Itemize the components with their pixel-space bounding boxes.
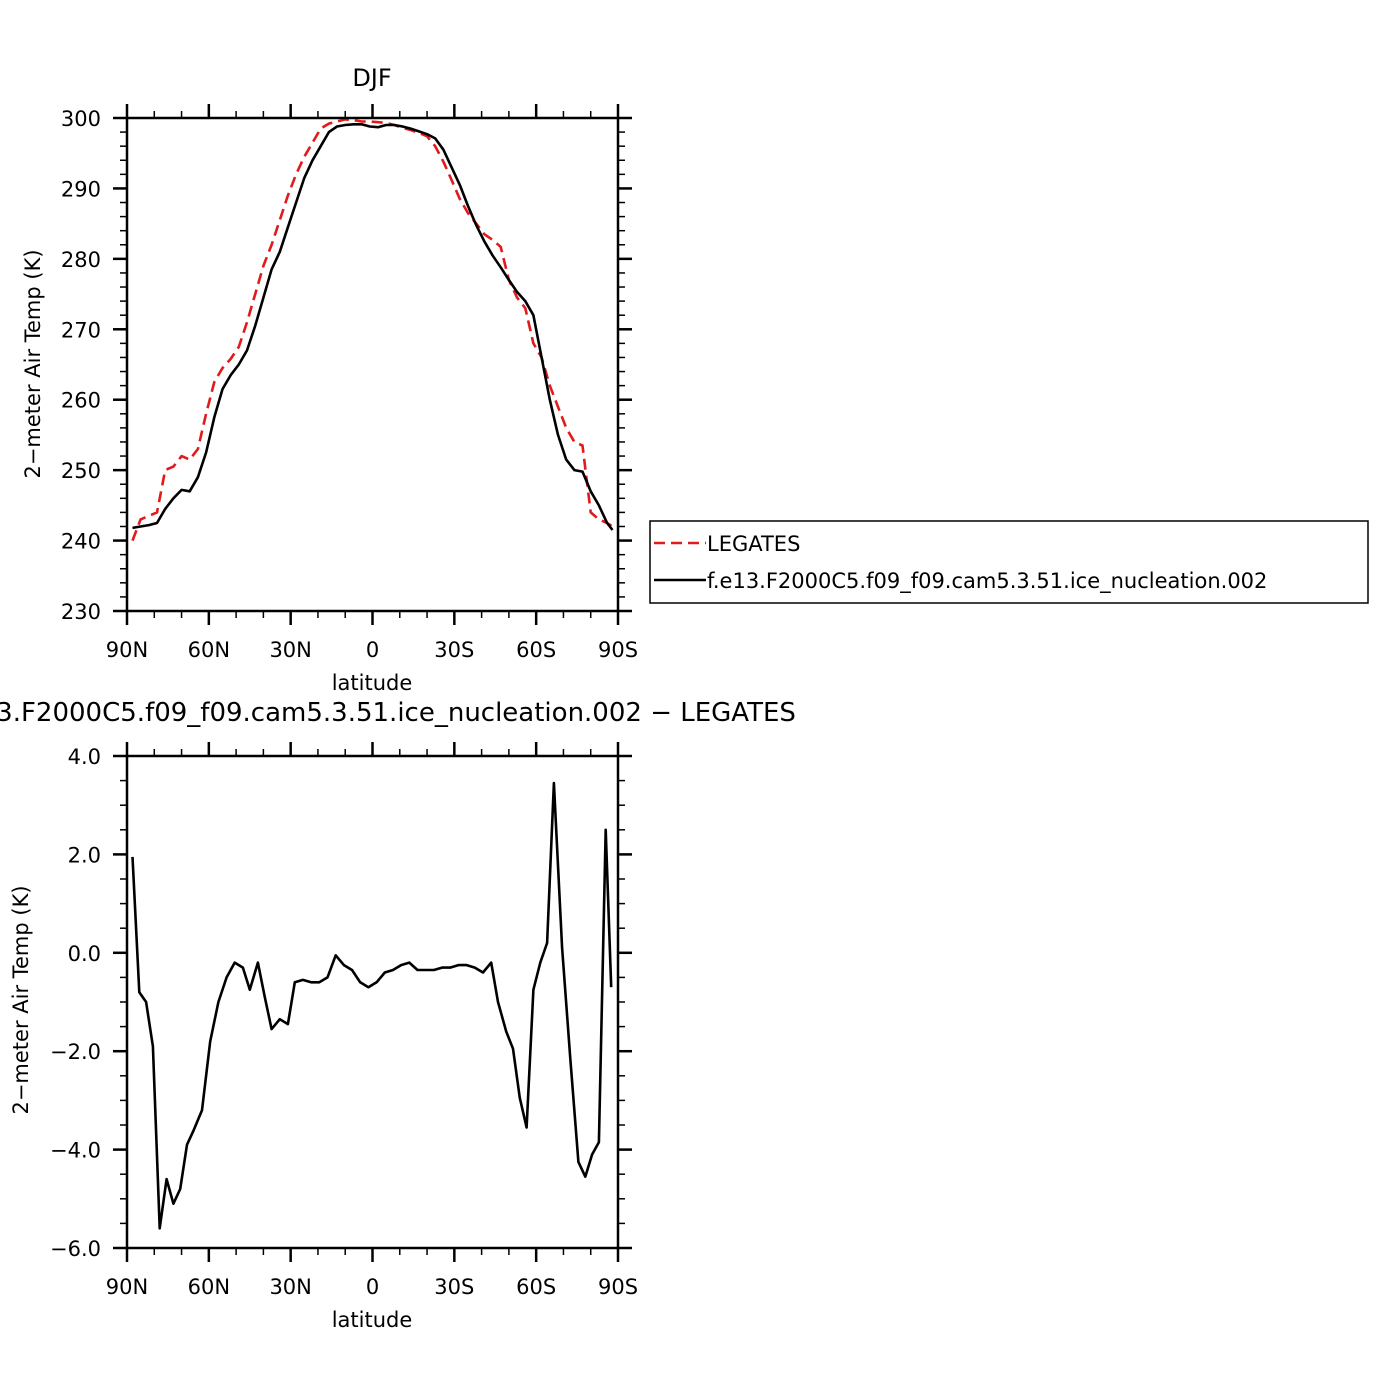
bottom-plot-frame [125,754,620,1250]
top-y-tick-label: 270 [61,318,101,342]
bottom-x-tick-label: 30S [434,1275,474,1299]
bottom-x-tick-label: 90N [106,1275,148,1299]
top-y-tick-label: 240 [61,530,101,554]
top-x-axis-label: latitude [332,671,413,695]
bottom-chart-panel: f.e13.F2000C5.f09_f09.cam5.3.51.ice_nucl… [0,698,796,1332]
bottom-y-tick-label: −4.0 [50,1139,101,1163]
bottom-y-axis-label: 2−meter Air Temp (K) [9,885,33,1114]
bottom-y-tick-label: −2.0 [50,1040,101,1064]
legend-label-model: f.e13.F2000C5.f09_f09.cam5.3.51.ice_nucl… [707,569,1267,594]
bottom-x-tick-label: 0 [366,1275,379,1299]
top-x-tick-label: 30S [434,638,474,662]
top-y-tick-label: 260 [61,389,101,413]
bottom-y-tick-label: 4.0 [68,745,101,769]
bottom-x-tick-label: 90S [598,1275,638,1299]
legend-box [649,520,1369,604]
top-series-line-model [132,123,614,531]
top-y-axis-label: 2−meter Air Temp (K) [21,249,45,478]
top-y-tick-label: 290 [61,177,101,201]
top-chart-title: DJF [352,64,391,92]
top-y-tick-label: 250 [61,459,101,483]
bottom-x-tick-label: 30N [269,1275,311,1299]
top-plot-frame [125,116,620,613]
bottom-series-line-model [131,781,613,1230]
top-chart-panel: DJF 90N 60N 30N 0 30S 60S 90S 300 290 280 270 260 25… [21,64,638,695]
bottom-chart-title: f.e13.F2000C5.f09_f09.cam5.3.51.ice_nucl… [0,698,796,728]
top-y-tick-label: 300 [61,107,101,131]
top-x-tick-label: 60S [516,638,556,662]
legend: LEGATES f.e13.F2000C5.f09_f09.cam5.3.51.… [649,520,1369,604]
top-x-tick-label: 0 [366,638,379,662]
bottom-chart-ticks: 90N 60N 30N 0 30S 60S 90S 4.0 2.0 0.0 −2.0 −4.0 −6.0 [50,742,638,1299]
bottom-x-tick-label: 60S [516,1275,556,1299]
bottom-x-axis-label: latitude [332,1308,413,1332]
bottom-y-tick-label: 2.0 [68,843,101,867]
bottom-y-tick-label: 0.0 [68,942,101,966]
legend-label-obs: LEGATES [707,532,800,556]
top-y-tick-label: 230 [61,600,101,624]
bottom-y-tick-label: −6.0 [50,1237,101,1261]
top-chart-series [131,118,614,542]
bottom-chart-series [131,781,613,1230]
top-x-tick-label: 90N [106,638,148,662]
top-y-tick-label: 280 [61,248,101,272]
top-series-line-obs [131,118,614,542]
top-x-tick-label: 30N [269,638,311,662]
top-x-tick-label: 60N [188,638,230,662]
top-chart-ticks: 90N 60N 30N 0 30S 60S 90S 300 290 280 270 260 250 240… [61,104,638,662]
bottom-x-tick-label: 60N [188,1275,230,1299]
top-x-tick-label: 90S [598,638,638,662]
